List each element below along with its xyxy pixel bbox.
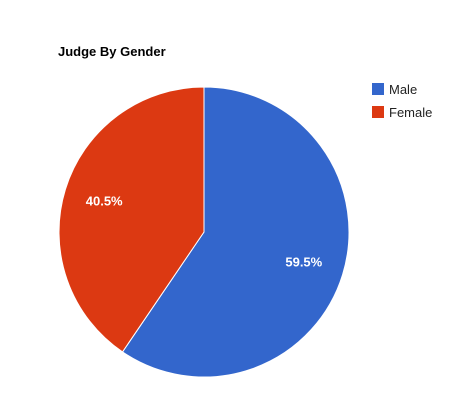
pie-label-female: 40.5% [86, 193, 123, 208]
legend-swatch-female [372, 106, 384, 118]
chart-title: Judge By Gender [58, 44, 166, 59]
pie-slice-male [121, 86, 350, 378]
legend-swatch-male [372, 83, 384, 95]
pie-slice-female [58, 86, 205, 353]
pie-label-male: 59.5% [285, 255, 322, 270]
legend-label-male: Male [389, 82, 417, 97]
legend-label-female: Female [389, 105, 432, 120]
